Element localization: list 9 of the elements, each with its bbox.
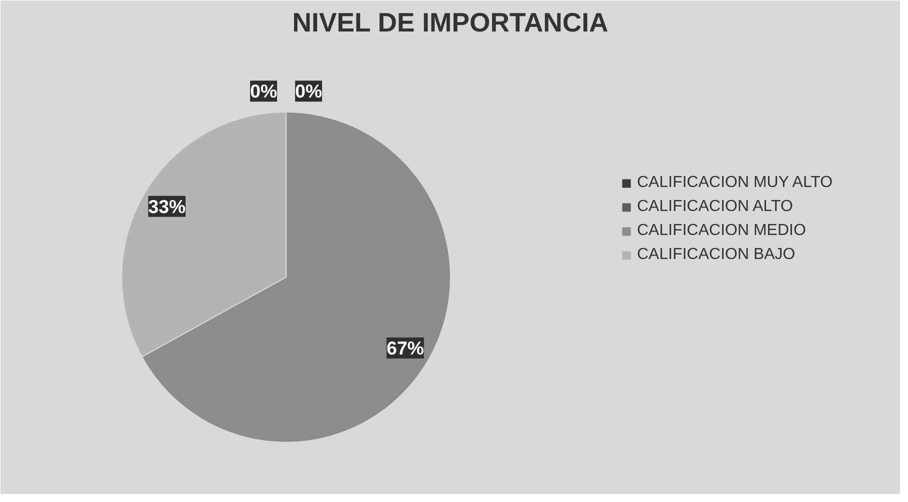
legend-label: CALIFICACION MEDIO xyxy=(637,222,806,240)
text: 0% xyxy=(250,80,278,102)
legend-label: CALIFICACION MUY ALTO xyxy=(637,174,833,192)
chart-title: NIVEL DE IMPORTANCIA xyxy=(292,8,608,38)
text: 0% xyxy=(295,80,322,102)
data-label: 33% xyxy=(148,196,186,217)
data-label: 67% xyxy=(386,337,424,358)
legend-label: CALIFICACION ALTO xyxy=(637,198,793,216)
legend-label: CALIFICACION BAJO xyxy=(637,246,796,264)
